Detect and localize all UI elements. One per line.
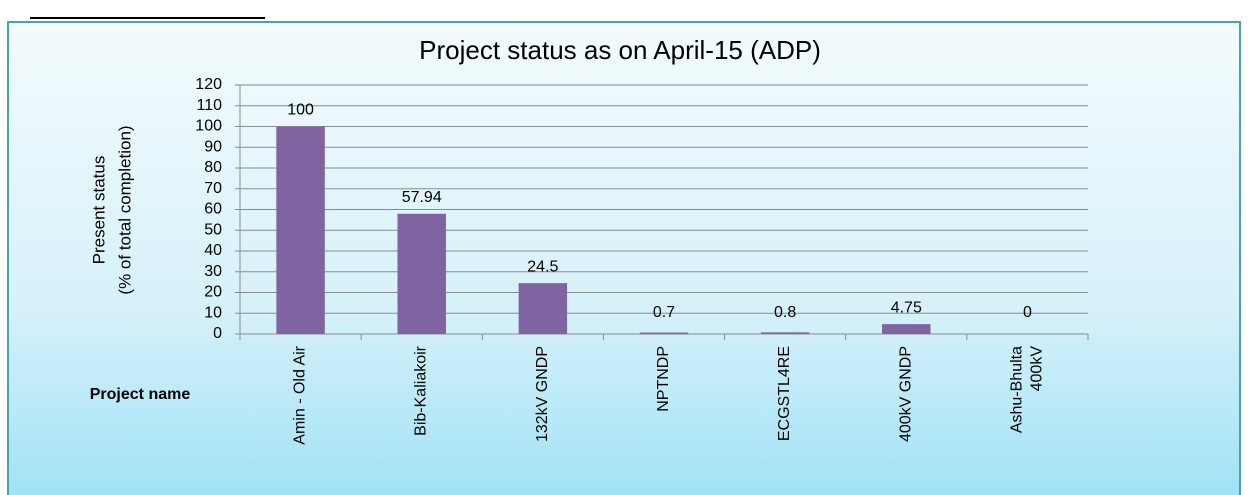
x-tick-label: 400kV GNDP [898, 346, 915, 442]
y-tick-label: 40 [204, 242, 222, 259]
bar [639, 332, 689, 334]
value-label: 4.75 [891, 299, 922, 316]
bar [518, 283, 568, 334]
y-tick-label: 20 [204, 284, 222, 301]
bar [276, 126, 325, 334]
y-tick-label: 110 [196, 97, 222, 114]
y-tick-label: 10 [204, 304, 222, 321]
y-tick-label: 70 [204, 180, 222, 197]
y-tick-label: 60 [204, 201, 222, 218]
x-tick-label: Amin - Old Air [292, 345, 309, 444]
bar [882, 324, 931, 334]
x-tick-label: Bib-Kaliakoir [413, 345, 430, 435]
x-tick-label: 132kV GNDP [534, 346, 551, 442]
y-tick-label: 120 [195, 76, 222, 93]
value-label: 100 [287, 102, 314, 119]
value-label: 57.94 [402, 189, 442, 206]
x-axis-label: Project name [90, 386, 191, 403]
x-tick-label: ECGSTL4RE [776, 346, 793, 441]
chart-title: Project status as on April-15 (ADP) [419, 35, 821, 65]
y-tick-label: 0 [213, 325, 222, 342]
x-tick-label: Ashu-Bhulta 400kV [1009, 346, 1046, 433]
y-tick-label: 30 [204, 263, 222, 280]
y-tick-label: 50 [204, 221, 222, 238]
bar [397, 213, 446, 334]
y-tick-label: 80 [204, 159, 222, 176]
chart-frame [7, 21, 1241, 495]
y-tick-label: 90 [204, 138, 222, 155]
y-tick-label: 100 [195, 118, 222, 135]
bar [760, 332, 810, 334]
value-label: 24.5 [527, 258, 558, 275]
value-label: 0 [1023, 304, 1032, 321]
x-tick-label: NPTNDP [655, 346, 672, 412]
y-axis-label: Present status [89, 156, 108, 265]
y-axis-label: (% of total completion) [115, 125, 134, 294]
value-label: 0.8 [774, 304, 796, 321]
value-label: 0.7 [653, 304, 675, 321]
